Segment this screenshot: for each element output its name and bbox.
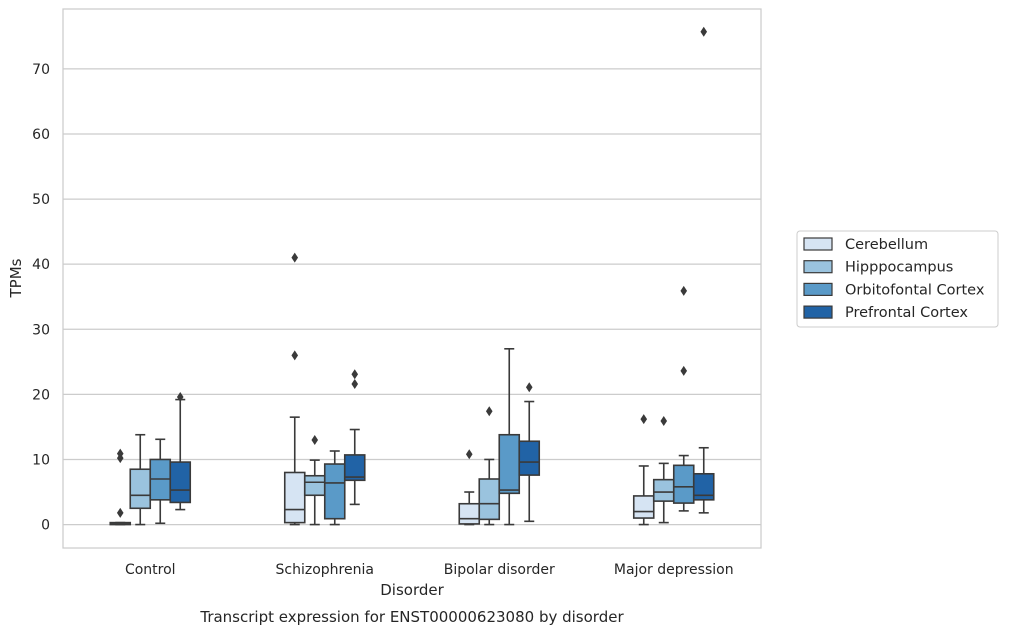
y-axis-title: TPMs bbox=[7, 258, 25, 298]
box-3-3 bbox=[692, 26, 715, 514]
outlier-point bbox=[680, 365, 688, 376]
box-0-0 bbox=[109, 448, 132, 526]
box-iqr bbox=[458, 502, 481, 525]
legend-label: Prefrontal Cortex bbox=[845, 305, 968, 321]
box-0-3 bbox=[169, 391, 192, 511]
outlier-point bbox=[485, 406, 493, 417]
x-tick-label: Control bbox=[125, 562, 176, 578]
legend-swatch bbox=[803, 282, 833, 296]
box-3-2 bbox=[672, 285, 695, 512]
outlier-point bbox=[116, 507, 124, 518]
box-iqr bbox=[283, 471, 306, 524]
box-iqr bbox=[478, 478, 501, 521]
y-tick-label: 60 bbox=[32, 127, 50, 143]
legend-label: Orbitofontal Cortex bbox=[845, 282, 985, 298]
legend-label: Cerebellum bbox=[845, 237, 928, 253]
chart-caption: Transcript expression for ENST0000062308… bbox=[199, 608, 624, 626]
box-iqr bbox=[518, 440, 541, 476]
outlier-point bbox=[176, 391, 184, 402]
box-iqr bbox=[692, 472, 715, 501]
legend: Cerebellum Hipppocampus Orbitofontal Corte… bbox=[796, 230, 999, 328]
legend-label: Hipppocampus bbox=[845, 260, 953, 276]
outlier-point bbox=[680, 285, 688, 296]
box-iqr bbox=[672, 464, 695, 504]
y-tick-label: 0 bbox=[41, 518, 50, 534]
x-tick-labels: Control Schizophrenia Bipolar disorder Majo… bbox=[125, 562, 734, 578]
box-iqr bbox=[652, 478, 675, 502]
x-tick-label: Bipolar disorder bbox=[444, 562, 555, 578]
box-3-0 bbox=[632, 414, 655, 526]
box-2-2 bbox=[498, 348, 521, 526]
box-2-3 bbox=[518, 382, 541, 523]
box-iqr bbox=[129, 468, 152, 510]
outlier-point bbox=[351, 369, 359, 380]
box-0-1 bbox=[129, 433, 152, 526]
legend-swatch bbox=[803, 237, 833, 251]
plot-area-frame bbox=[62, 8, 762, 549]
legend-swatch bbox=[803, 260, 833, 274]
box-2-0 bbox=[458, 449, 481, 526]
x-tick-label: Schizophrenia bbox=[276, 562, 374, 578]
box-iqr bbox=[498, 433, 521, 495]
box-1-1 bbox=[303, 434, 326, 526]
y-tick-label: 70 bbox=[32, 62, 50, 78]
y-tick-label: 10 bbox=[32, 452, 50, 468]
box-1-3 bbox=[343, 369, 366, 506]
legend-swatch bbox=[803, 305, 833, 319]
box-1-0 bbox=[283, 252, 306, 526]
outlier-point bbox=[640, 414, 648, 425]
box-1-2 bbox=[323, 450, 346, 526]
outlier-point bbox=[465, 449, 473, 460]
box-iqr bbox=[343, 454, 366, 482]
box-2-1 bbox=[478, 406, 501, 526]
y-tick-label: 50 bbox=[32, 192, 50, 208]
box-3-1 bbox=[652, 416, 675, 524]
box-iqr bbox=[169, 461, 192, 504]
x-tick-label: Major depression bbox=[614, 562, 734, 578]
box-iqr bbox=[303, 474, 326, 497]
y-tick-label: 30 bbox=[32, 322, 50, 338]
box-layer bbox=[109, 26, 715, 526]
outlier-point bbox=[700, 26, 708, 37]
outlier-point bbox=[525, 382, 533, 393]
outlier-point bbox=[351, 378, 359, 389]
y-tick-labels: 0 10 20 30 40 50 60 70 bbox=[32, 62, 50, 534]
outlier-point bbox=[311, 434, 319, 445]
box-iqr bbox=[323, 463, 346, 520]
outlier-point bbox=[291, 350, 299, 361]
grid-lines bbox=[63, 68, 761, 526]
legend-frame bbox=[796, 230, 999, 328]
y-tick-label: 20 bbox=[32, 387, 50, 403]
x-axis-title: Disorder bbox=[380, 581, 444, 599]
box-0-2 bbox=[149, 438, 172, 525]
outlier-point bbox=[291, 252, 299, 263]
outlier-point bbox=[116, 448, 124, 459]
box-iqr bbox=[632, 495, 655, 519]
y-tick-label: 40 bbox=[32, 257, 50, 273]
outlier-point bbox=[660, 416, 668, 427]
